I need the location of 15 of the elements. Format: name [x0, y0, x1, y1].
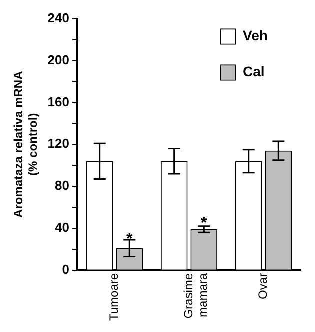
x-tick-label: Ovar	[256, 273, 270, 300]
legend-label: Cal	[243, 64, 265, 80]
y-tick-label: 120	[48, 136, 70, 152]
legend-label: Veh	[243, 28, 268, 44]
y-tick-label: 200	[48, 52, 70, 68]
y-tick-label: 80	[55, 178, 70, 194]
x-tick-label: Tumoare	[107, 273, 122, 322]
annotation: *	[126, 230, 134, 248]
y-tick-label: 160	[48, 94, 70, 110]
y-tick-label: 0	[62, 262, 70, 278]
y-tick-label: 40	[55, 220, 70, 236]
x-tick-label: Grasime mamara	[182, 273, 210, 319]
y-tick-label: 240	[48, 10, 70, 26]
annotation: *	[201, 215, 208, 232]
y-axis-title: Aromataza relativa mRNA (% control)	[12, 70, 40, 218]
